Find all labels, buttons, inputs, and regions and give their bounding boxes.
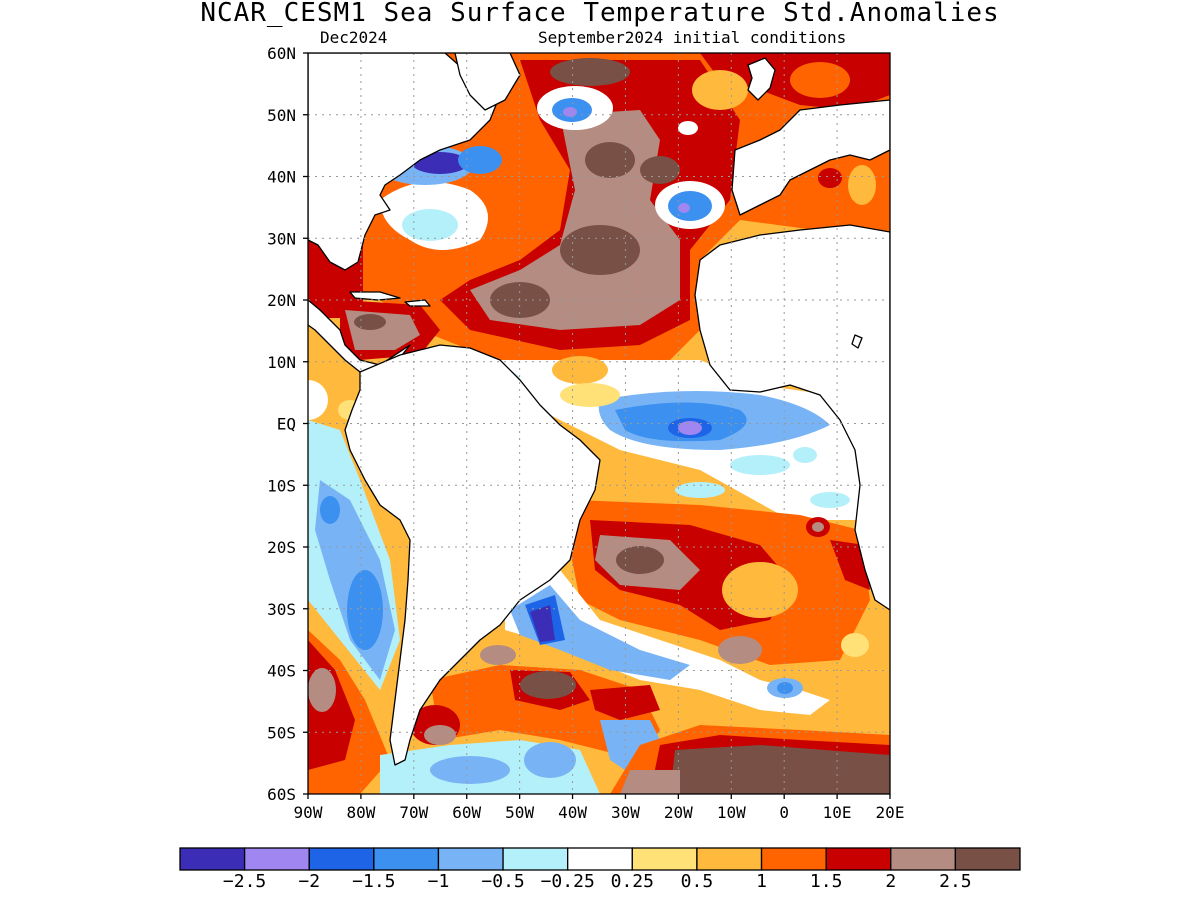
colorbar-swatch	[179, 847, 246, 871]
lat-label: 40N	[267, 168, 296, 187]
lat-label: 10S	[267, 476, 296, 495]
lat-label: 60S	[267, 785, 296, 804]
lat-label: 30S	[267, 600, 296, 619]
south-america	[344, 344, 601, 766]
lon-label: 20E	[876, 803, 905, 822]
europe	[731, 99, 890, 216]
greenland	[454, 53, 521, 111]
lon-label: 20W	[664, 803, 693, 822]
colorbar-swatch	[243, 847, 310, 871]
colorbar-label: −2	[298, 871, 320, 892]
forecast-month: Dec2024	[320, 28, 388, 47]
lat-label: 20N	[267, 291, 296, 310]
colorbar-swatch	[760, 847, 827, 871]
colorbar-swatch	[696, 847, 763, 871]
colorbar-label: −1.5	[352, 871, 395, 892]
lat-label: 50N	[267, 106, 296, 125]
lat-label: 20S	[267, 538, 296, 557]
lat-label: 30N	[267, 229, 296, 248]
central-america	[308, 299, 411, 373]
colorbar-swatch	[567, 847, 633, 871]
anomaly-field	[308, 53, 890, 794]
colorbar-label: −0.25	[541, 871, 595, 892]
cuba	[349, 291, 401, 301]
lon-label: 10W	[717, 803, 746, 822]
initial-conditions: September2024 initial conditions	[538, 28, 847, 47]
lon-label: 70W	[399, 803, 428, 822]
lat-label: 60N	[267, 44, 296, 63]
madagascar	[851, 334, 863, 349]
british-isles	[747, 57, 776, 101]
colorbar-label: −0.5	[481, 871, 524, 892]
lon-label: 40W	[558, 803, 587, 822]
colorbar-swatch	[631, 847, 698, 871]
colorbar-label: 0.5	[681, 871, 714, 892]
colorbar-label: 1	[756, 871, 767, 892]
colorbar-swatch	[502, 847, 569, 871]
lon-label: 10E	[823, 803, 852, 822]
lat-label: 50S	[267, 723, 296, 742]
lat-label: 10N	[267, 353, 296, 372]
colorbar	[179, 847, 1021, 871]
colorbar-label: −1	[428, 871, 450, 892]
colorbar-label: 0.25	[611, 871, 654, 892]
colorbar-swatch	[308, 847, 375, 871]
hispaniola	[404, 299, 431, 307]
colorbar-label: 2	[885, 871, 896, 892]
colorbar-swatch	[825, 847, 892, 871]
lon-label: 90W	[294, 803, 323, 822]
lon-label: 60W	[452, 803, 481, 822]
lon-label: 30W	[611, 803, 640, 822]
map-title: NCAR_CESM1 Sea Surface Temperature Std.A…	[200, 0, 1000, 28]
lat-label: EQ	[277, 415, 296, 434]
lat-label: 40S	[267, 662, 296, 681]
landmasses	[308, 53, 890, 766]
colorbar-swatch	[890, 847, 957, 871]
colorbar-swatch	[373, 847, 440, 871]
lon-label: 50W	[505, 803, 534, 822]
colorbar-swatch	[954, 847, 1021, 871]
graticule	[308, 53, 890, 794]
colorbar-label: 2.5	[939, 871, 972, 892]
colorbar-swatch	[437, 847, 504, 871]
lon-label: 0	[779, 803, 789, 822]
colorbar-label: −2.5	[223, 871, 266, 892]
colorbar-label: 1.5	[810, 871, 843, 892]
africa	[694, 224, 890, 611]
lon-label: 80W	[346, 803, 375, 822]
